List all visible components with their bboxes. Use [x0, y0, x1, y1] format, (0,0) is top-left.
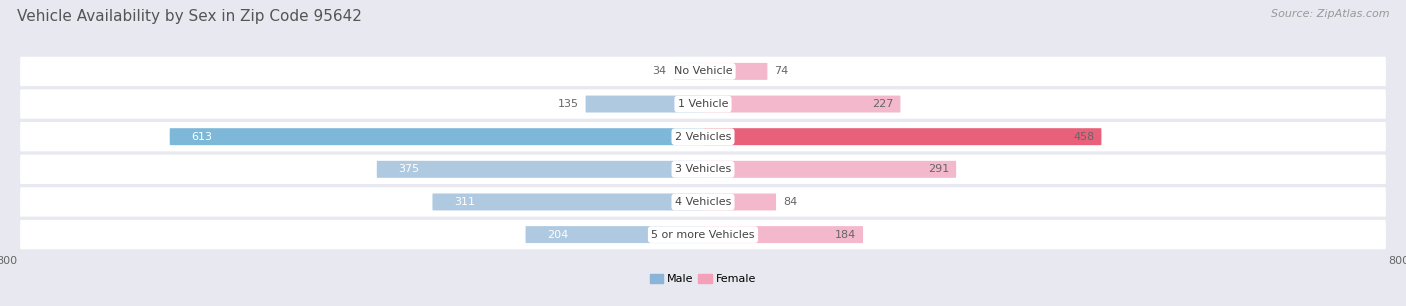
FancyBboxPatch shape — [20, 155, 1386, 184]
FancyBboxPatch shape — [703, 128, 1101, 145]
Text: 74: 74 — [775, 66, 789, 76]
FancyBboxPatch shape — [703, 63, 768, 80]
FancyBboxPatch shape — [526, 226, 703, 243]
Text: No Vehicle: No Vehicle — [673, 66, 733, 76]
Text: 375: 375 — [398, 164, 419, 174]
Text: 1 Vehicle: 1 Vehicle — [678, 99, 728, 109]
FancyBboxPatch shape — [703, 161, 956, 178]
FancyBboxPatch shape — [703, 193, 776, 211]
FancyBboxPatch shape — [377, 161, 703, 178]
FancyBboxPatch shape — [703, 95, 900, 113]
FancyBboxPatch shape — [433, 193, 703, 211]
FancyBboxPatch shape — [20, 122, 1386, 151]
Text: 613: 613 — [191, 132, 212, 142]
Text: 3 Vehicles: 3 Vehicles — [675, 164, 731, 174]
Text: 2 Vehicles: 2 Vehicles — [675, 132, 731, 142]
Text: 311: 311 — [454, 197, 475, 207]
FancyBboxPatch shape — [20, 89, 1386, 119]
Text: 4 Vehicles: 4 Vehicles — [675, 197, 731, 207]
Text: 135: 135 — [558, 99, 579, 109]
FancyBboxPatch shape — [585, 95, 703, 113]
Text: Source: ZipAtlas.com: Source: ZipAtlas.com — [1271, 9, 1389, 19]
Text: 204: 204 — [547, 230, 568, 240]
FancyBboxPatch shape — [170, 128, 703, 145]
Text: Vehicle Availability by Sex in Zip Code 95642: Vehicle Availability by Sex in Zip Code … — [17, 9, 361, 24]
Legend: Male, Female: Male, Female — [645, 269, 761, 289]
FancyBboxPatch shape — [20, 220, 1386, 249]
Text: 84: 84 — [783, 197, 797, 207]
Text: 291: 291 — [928, 164, 949, 174]
FancyBboxPatch shape — [673, 63, 703, 80]
Text: 227: 227 — [872, 99, 894, 109]
FancyBboxPatch shape — [703, 226, 863, 243]
Text: 184: 184 — [835, 230, 856, 240]
FancyBboxPatch shape — [20, 57, 1386, 86]
Text: 34: 34 — [652, 66, 666, 76]
Text: 458: 458 — [1073, 132, 1094, 142]
Text: 5 or more Vehicles: 5 or more Vehicles — [651, 230, 755, 240]
FancyBboxPatch shape — [20, 187, 1386, 217]
